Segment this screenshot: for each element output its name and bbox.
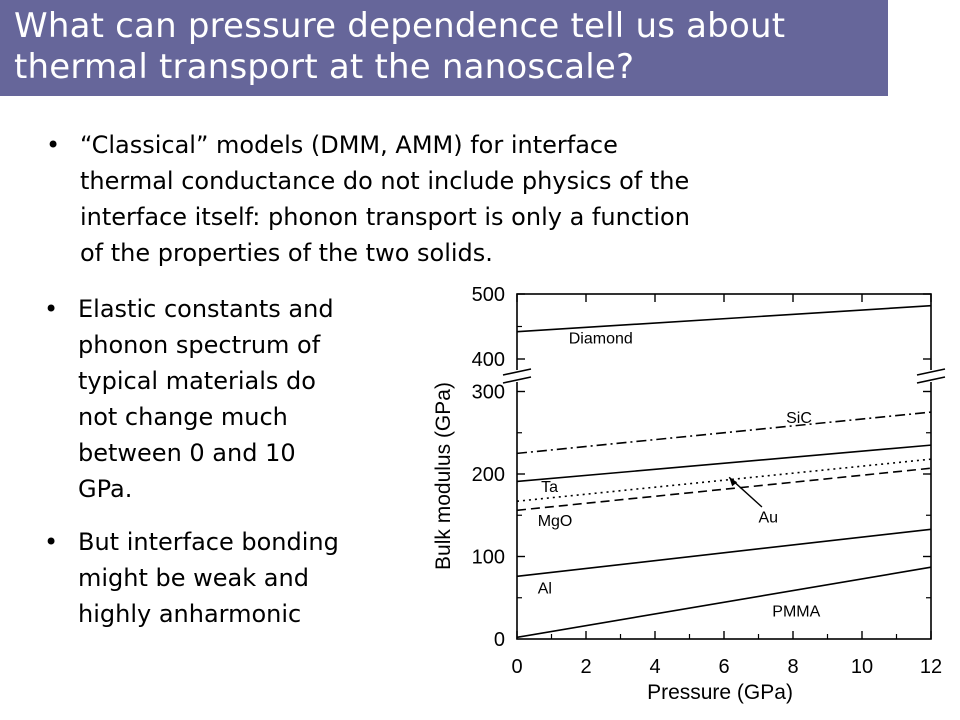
bullet-line: not change much — [78, 403, 288, 431]
x-tick-label: 12 — [920, 656, 942, 678]
right-axis-break-mark — [916, 368, 946, 376]
bullet-line: GPa. — [78, 475, 133, 503]
bullet-line: “Classical” models (DMM, AMM) for interf… — [80, 131, 618, 159]
x-tick-label: 4 — [649, 656, 660, 678]
series-line-pmma — [516, 566, 932, 639]
bullet-interface-bonding: • But interface bonding might be weak an… — [44, 524, 339, 632]
au-pointer-arrowhead — [729, 477, 738, 487]
series-label-diamond: Diamond — [569, 330, 633, 347]
bullet-line: But interface bonding — [78, 528, 339, 556]
series-line-al — [516, 528, 932, 578]
y-tick-label: 400 — [472, 349, 505, 371]
title-bar: What can pressure dependence tell us abo… — [0, 0, 888, 96]
bulk-modulus-chart: 0 2 4 6 8 10 12 0 100 200 300 400 500 Diamond SiC Ta Au… — [432, 284, 946, 704]
labels-layer: Diamond SiC Ta Au MgO Al PMMA — [538, 330, 821, 620]
x-tick-label: 6 — [718, 656, 729, 678]
series-label-al: Al — [538, 581, 552, 598]
x-tick-label: 8 — [787, 656, 798, 678]
bullet-line: highly anharmonic — [78, 600, 302, 628]
series-label-pmma: PMMA — [772, 604, 820, 621]
y-axis-label: Bulk modulus (GPa) — [432, 382, 455, 570]
series-label-sic: SiC — [786, 410, 812, 427]
bullet-marker: • — [44, 295, 59, 323]
y-tick-label: 100 — [472, 547, 505, 569]
series-line-mgo — [516, 467, 932, 512]
bullet-line: thermal conductance do not include physi… — [80, 167, 690, 195]
bullet-line: of the properties of the two solids. — [80, 239, 493, 267]
bullet-line: interface itself: phonon transport is on… — [80, 203, 690, 231]
series-line-sic — [516, 411, 932, 455]
x-axis-label: Pressure (GPa) — [647, 681, 793, 704]
bullet-line: phonon spectrum of — [78, 331, 321, 359]
title-line-1: What can pressure dependence tell us abo… — [14, 6, 786, 46]
series-line-au — [516, 458, 932, 503]
y-tick-label: 500 — [472, 284, 505, 306]
ticks-layer: 0 2 4 6 8 10 12 0 100 200 300 400 500 — [472, 284, 943, 678]
x-tick-label: 2 — [580, 656, 591, 678]
series-label-au: Au — [759, 510, 779, 527]
y-tick-label: 300 — [472, 382, 505, 404]
bullet-classical-models: • “Classical” models (DMM, AMM) for inte… — [46, 127, 690, 271]
left-axis-break-mark — [502, 376, 532, 384]
bullet-marker: • — [46, 131, 61, 159]
bullet-line: typical materials do — [78, 367, 316, 395]
y-tick-label: 0 — [494, 629, 505, 651]
left-axis-break-mark — [502, 368, 532, 376]
series-label-ta: Ta — [541, 479, 558, 496]
x-tick-label: 0 — [511, 656, 522, 678]
title-line-2: thermal transport at the nanoscale? — [14, 47, 635, 87]
bullet-line: might be weak and — [78, 564, 309, 592]
bullet-line: Elastic constants and — [78, 295, 334, 323]
series-layer — [516, 304, 932, 639]
series-label-mgo: MgO — [538, 513, 573, 530]
bullet-elastic-constants: • Elastic constants and phonon spectrum … — [44, 291, 334, 507]
series-line-ta — [516, 444, 932, 483]
series-line-diamond — [516, 304, 932, 333]
right-axis-break-mark — [916, 376, 946, 384]
y-tick-label: 200 — [472, 464, 505, 486]
bullet-marker: • — [44, 528, 59, 556]
bullet-line: between 0 and 10 — [78, 439, 296, 467]
x-tick-label: 10 — [851, 656, 873, 678]
